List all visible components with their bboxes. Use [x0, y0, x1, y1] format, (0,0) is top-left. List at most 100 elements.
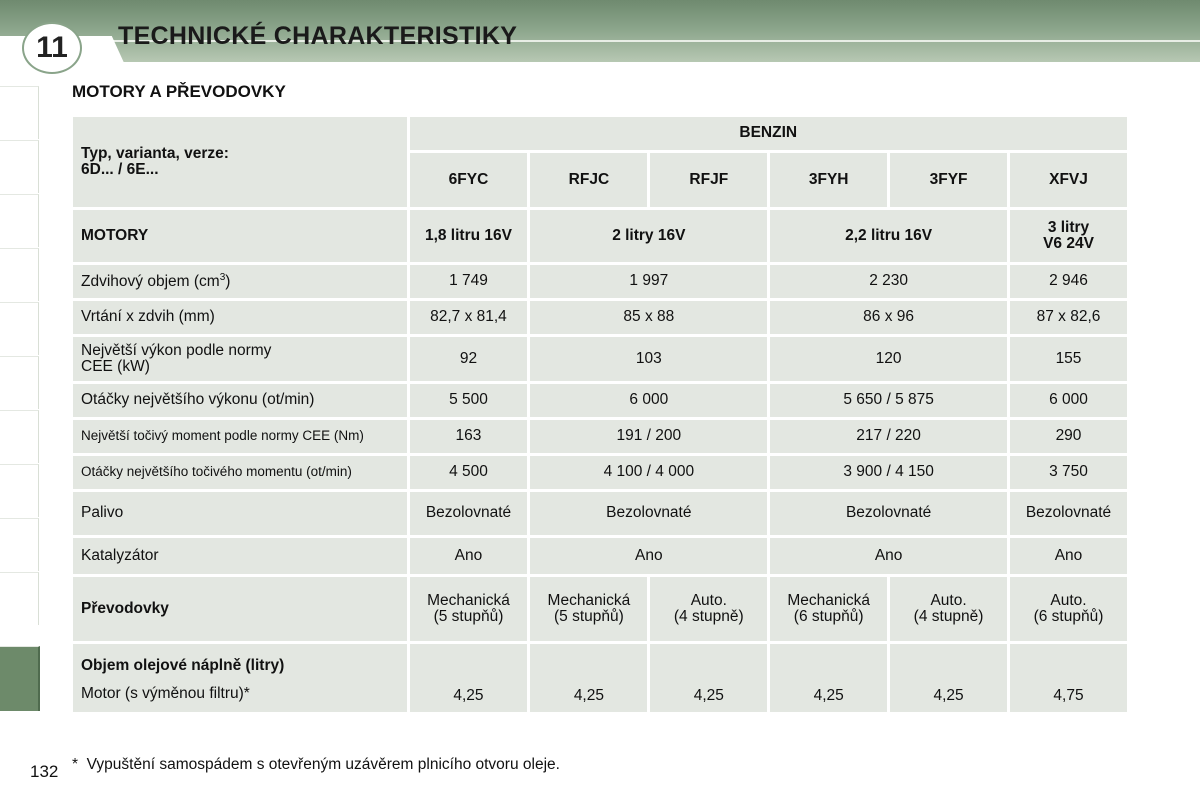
displacement-row: Zdvihový objem (cm3) 1 749 1 997 2 230 2…: [73, 265, 1127, 298]
gearbox-cell: Mechanická (6 stupňů): [770, 577, 888, 641]
row-label: Největší točivý moment podle normy CEE (…: [73, 420, 407, 453]
value-cell: 86 x 96: [770, 301, 1007, 334]
value-cell: 3 750: [1010, 456, 1127, 489]
side-tab-11-active[interactable]: [0, 646, 40, 711]
value-cell: 4 500: [409, 456, 528, 489]
code-cell: XFVJ: [1010, 153, 1127, 207]
oil-capacity-row: Objem olejové náplně (litry) Motor (s vým…: [73, 644, 1127, 712]
engine-code-row: 6FYC RFJC RFJF 3FYH 3FYF XFVJ: [73, 153, 1127, 207]
value-cell: 82,7 x 81,4: [409, 301, 528, 334]
chapter-number-badge: 11: [22, 22, 82, 74]
value-cell: 155: [1010, 337, 1127, 381]
side-tab-7[interactable]: [0, 410, 39, 463]
value-cell: Ano: [1010, 538, 1127, 574]
value-cell: 191 / 200: [530, 420, 768, 453]
value-cell: Bezolovnaté: [1010, 492, 1127, 535]
value-cell: 1 997: [530, 265, 768, 298]
power-rpm-row: Otáčky největšího výkonu (ot/min) 5 500 …: [73, 384, 1127, 417]
side-tab-1[interactable]: [0, 86, 39, 139]
value-cell: 4,25: [890, 644, 1007, 712]
row-label: Největší výkon podle normy CEE (kW): [73, 337, 407, 381]
row-label: Otáčky největšího točivého momentu (ot/m…: [73, 456, 407, 489]
gearbox-cell: Mechanická (5 stupňů): [530, 577, 648, 641]
value-cell: Ano: [770, 538, 1007, 574]
motor-cell: 1,8 litru 16V: [409, 210, 528, 262]
footnote-text: Vypuštění samospádem s otevřeným uzávěre…: [86, 756, 560, 773]
chapter-number: 11: [36, 31, 68, 64]
row-label: Katalyzátor: [73, 538, 407, 574]
value-cell: 6 000: [530, 384, 768, 417]
row-label: MOTORY: [73, 210, 407, 262]
header-divider: [0, 40, 1200, 42]
bore-stroke-row: Vrtání x zdvih (mm) 82,7 x 81,4 85 x 88 …: [73, 301, 1127, 334]
side-tab-4[interactable]: [0, 248, 39, 301]
value-cell: 5 650 / 5 875: [770, 384, 1007, 417]
type-label-cell: Typ, varianta, verze: 6D... / 6E...: [73, 117, 407, 207]
engine-spec-table: Typ, varianta, verze: 6D... / 6E... BENZI…: [70, 114, 1130, 715]
value-cell: 290: [1010, 420, 1127, 453]
fuel-row: Palivo Bezolovnaté Bezolovnaté Bezolovna…: [73, 492, 1127, 535]
footnote: * Vypuštění samospádem s otevřeným uzávě…: [72, 756, 560, 774]
side-tab-8[interactable]: [0, 464, 39, 517]
side-tab-9[interactable]: [0, 518, 39, 571]
value-cell: 4 100 / 4 000: [530, 456, 768, 489]
value-cell: 217 / 220: [770, 420, 1007, 453]
code-cell: 6FYC: [409, 153, 528, 207]
header-band: [0, 0, 1200, 62]
side-tab-6[interactable]: [0, 356, 39, 409]
value-cell: 2 946: [1010, 265, 1127, 298]
value-cell: 92: [409, 337, 528, 381]
value-cell: 4,25: [650, 644, 768, 712]
gearbox-cell: Auto. (4 stupně): [890, 577, 1007, 641]
row-label: Otáčky největšího výkonu (ot/min): [73, 384, 407, 417]
value-cell: Bezolovnaté: [770, 492, 1007, 535]
motor-cell: 2 litry 16V: [530, 210, 768, 262]
side-tab-10[interactable]: [0, 572, 39, 625]
motors-row: MOTORY 1,8 litru 16V 2 litry 16V 2,2 lit…: [73, 210, 1127, 262]
section-title: MOTORY A PŘEVODOVKY: [72, 82, 286, 101]
motor-cell: 3 litry V6 24V: [1010, 210, 1127, 262]
value-cell: 4,25: [409, 644, 528, 712]
torque-rpm-row: Otáčky největšího točivého momentu (ot/m…: [73, 456, 1127, 489]
side-tab-2[interactable]: [0, 140, 39, 193]
value-cell: 2 230: [770, 265, 1007, 298]
code-cell: RFJC: [530, 153, 648, 207]
row-label: Objem olejové náplně (litry) Motor (s vým…: [73, 644, 407, 712]
row-label: Převodovky: [73, 577, 407, 641]
gearbox-row: Převodovky Mechanická (5 stupňů) Mechanic…: [73, 577, 1127, 641]
gearbox-cell: Auto. (4 stupně): [650, 577, 768, 641]
footnote-mark: *: [72, 756, 79, 773]
code-cell: RFJF: [650, 153, 768, 207]
value-cell: Ano: [530, 538, 768, 574]
value-cell: 1 749: [409, 265, 528, 298]
power-row: Největší výkon podle normy CEE (kW) 92 10…: [73, 337, 1127, 381]
torque-row: Největší točivý moment podle normy CEE (…: [73, 420, 1127, 453]
value-cell: 163: [409, 420, 528, 453]
value-cell: 5 500: [409, 384, 528, 417]
gearbox-cell: Auto. (6 stupňů): [1010, 577, 1127, 641]
value-cell: Ano: [409, 538, 528, 574]
value-cell: 85 x 88: [530, 301, 768, 334]
row-label: Vrtání x zdvih (mm): [73, 301, 407, 334]
chapter-title: TECHNICKÉ CHARAKTERISTIKY: [118, 22, 518, 50]
value-cell: 4,75: [1010, 644, 1127, 712]
side-tab-3[interactable]: [0, 194, 39, 247]
code-cell: 3FYH: [770, 153, 888, 207]
motor-cell: 2,2 litru 16V: [770, 210, 1007, 262]
code-cell: 3FYF: [890, 153, 1007, 207]
value-cell: Bezolovnaté: [409, 492, 528, 535]
page-number: 132: [30, 762, 59, 781]
chapter-side-tabs: [0, 86, 42, 716]
value-cell: 120: [770, 337, 1007, 381]
side-tab-5[interactable]: [0, 302, 39, 355]
value-cell: Bezolovnaté: [530, 492, 768, 535]
value-cell: 4,25: [530, 644, 648, 712]
fuel-group-header: BENZIN: [409, 117, 1127, 150]
value-cell: 103: [530, 337, 768, 381]
value-cell: 3 900 / 4 150: [770, 456, 1007, 489]
value-cell: 6 000: [1010, 384, 1127, 417]
value-cell: 87 x 82,6: [1010, 301, 1127, 334]
value-cell: 4,25: [770, 644, 888, 712]
table-header-row: Typ, varianta, verze: 6D... / 6E... BENZI…: [73, 117, 1127, 207]
gearbox-cell: Mechanická (5 stupňů): [409, 577, 528, 641]
